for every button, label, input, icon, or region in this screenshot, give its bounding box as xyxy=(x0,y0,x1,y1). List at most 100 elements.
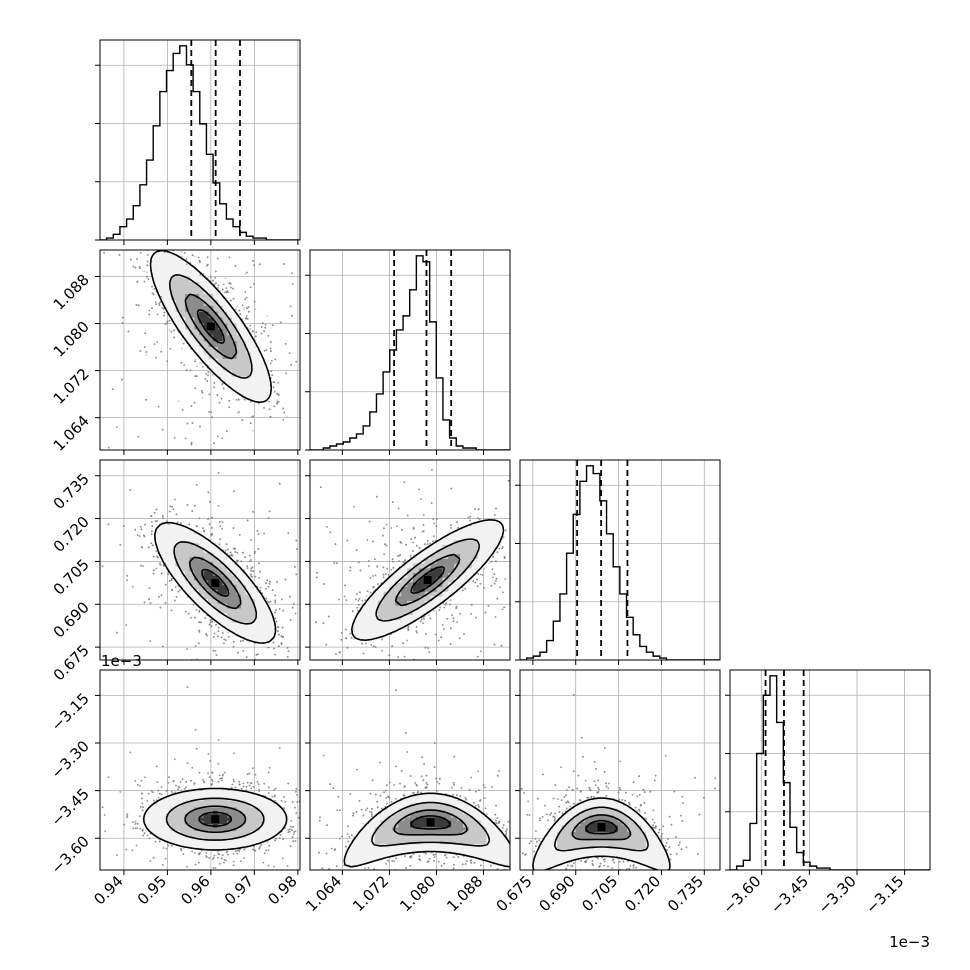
sample-point xyxy=(180,361,183,364)
sample-point xyxy=(437,639,440,642)
sample-point xyxy=(194,360,197,363)
sample-point xyxy=(209,500,211,503)
density-cell xyxy=(203,538,209,544)
sample-point xyxy=(284,343,287,345)
density-cell xyxy=(460,540,467,546)
sample-point xyxy=(282,418,285,421)
sample-point xyxy=(287,532,290,535)
sample-point xyxy=(175,596,178,598)
sample-point xyxy=(146,264,149,267)
density-cell xyxy=(264,631,270,637)
sample-point xyxy=(391,558,394,561)
sample-point xyxy=(136,534,139,537)
density-cell xyxy=(184,543,190,549)
sample-point xyxy=(165,236,167,238)
sample-point xyxy=(163,314,165,317)
sample-point xyxy=(177,590,180,593)
sample-point xyxy=(215,654,218,656)
sample-point xyxy=(160,572,163,575)
sample-point xyxy=(215,478,217,480)
sample-point xyxy=(349,566,352,569)
sample-point xyxy=(195,375,198,378)
sample-point xyxy=(233,490,236,493)
sample-point xyxy=(205,633,208,635)
sample-point xyxy=(432,535,435,538)
sample-point xyxy=(291,272,293,275)
sample-point xyxy=(125,209,127,211)
sample-point xyxy=(268,583,271,585)
density-cell xyxy=(260,382,266,389)
sample-point xyxy=(382,576,385,579)
sample-point xyxy=(392,567,395,569)
sample-point xyxy=(158,241,160,243)
sample-point xyxy=(201,391,204,394)
sample-point xyxy=(248,554,251,557)
sample-point xyxy=(248,560,251,563)
sample-point xyxy=(206,263,209,266)
sample-point xyxy=(426,543,429,545)
sample-point xyxy=(171,589,173,591)
density-cell xyxy=(495,526,502,532)
density-cell xyxy=(226,599,233,605)
density-cell xyxy=(189,575,195,581)
sample-point xyxy=(153,343,156,345)
sample-point xyxy=(265,597,268,600)
sample-point xyxy=(402,673,404,675)
contour-line xyxy=(188,556,242,610)
sample-point xyxy=(275,620,278,623)
sample-point xyxy=(173,436,176,439)
sample-point xyxy=(254,335,257,338)
sample-point xyxy=(202,527,205,529)
sample-point xyxy=(391,645,394,648)
sample-point xyxy=(247,306,250,308)
sample-point xyxy=(132,265,135,268)
sample-point xyxy=(307,373,309,375)
sample-point xyxy=(294,612,297,615)
sample-point xyxy=(121,322,124,325)
sample-point xyxy=(249,286,252,289)
sample-point xyxy=(455,605,458,608)
sample-point xyxy=(155,246,157,248)
sample-point xyxy=(255,653,258,656)
sample-point xyxy=(101,565,104,568)
sample-point xyxy=(428,651,431,653)
sample-point xyxy=(230,553,233,556)
sample-point xyxy=(156,313,159,316)
sample-point xyxy=(227,291,230,293)
sample-point xyxy=(245,656,248,658)
density-cell xyxy=(255,599,261,605)
sample-point xyxy=(242,639,245,642)
density-cell xyxy=(255,364,261,371)
sample-point xyxy=(253,283,255,285)
density-cell xyxy=(264,608,270,614)
sample-point xyxy=(264,324,267,326)
density-cell xyxy=(227,358,233,366)
sample-point xyxy=(162,565,165,567)
sample-point xyxy=(398,554,401,557)
sample-point xyxy=(166,360,169,363)
sample-point xyxy=(227,635,230,638)
sample-point xyxy=(269,415,272,418)
sample-point xyxy=(322,622,325,625)
density-cell xyxy=(245,585,251,591)
sample-point xyxy=(315,621,317,624)
sample-point xyxy=(324,258,326,260)
density-cell xyxy=(240,627,247,633)
sample-point xyxy=(184,437,187,440)
sample-point xyxy=(476,578,478,581)
sample-point xyxy=(438,609,441,611)
sample-point xyxy=(168,233,170,235)
sample-point xyxy=(223,642,225,645)
sample-point xyxy=(357,561,360,564)
sample-point xyxy=(404,559,406,562)
sample-point xyxy=(218,521,221,523)
sample-point xyxy=(276,401,279,404)
sample-point xyxy=(217,504,220,507)
sample-point xyxy=(234,548,236,550)
sample-point xyxy=(211,620,214,623)
density-cell xyxy=(170,533,176,539)
sample-point xyxy=(175,596,178,598)
sample-point xyxy=(467,516,470,519)
sample-point xyxy=(429,617,432,620)
sample-point xyxy=(440,636,443,639)
